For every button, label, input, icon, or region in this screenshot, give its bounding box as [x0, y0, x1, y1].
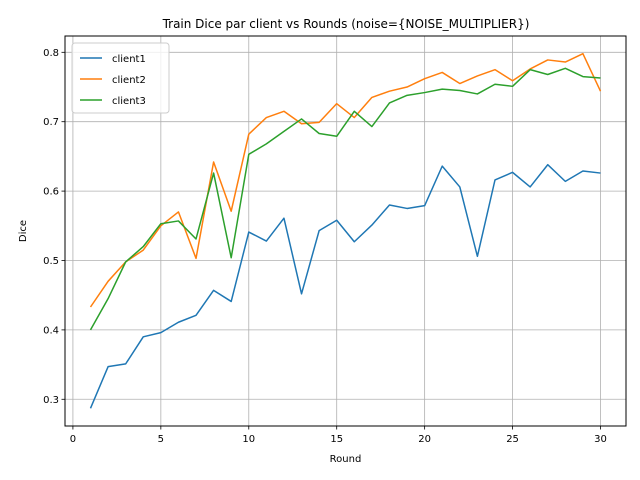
series-line-client1 — [89, 163, 601, 409]
y-tick-label-0: 0.3 — [43, 395, 59, 406]
y-tick-label-1: 0.4 — [43, 325, 59, 336]
legend-label-client3: client3 — [112, 96, 146, 107]
legend-box — [71, 42, 170, 114]
grid — [65, 36, 626, 426]
legend-label-client1: client1 — [112, 54, 146, 65]
y-tick-label-4: 0.7 — [43, 117, 59, 128]
axis-ticks: 0 5 10 15 20 25 30 0.3 0.4 0.5 0.6 0.7 0.8 — [43, 48, 607, 445]
series-line-client2 — [89, 52, 602, 308]
x-tick-label-1: 5 — [158, 434, 164, 445]
x-tick-label-3: 15 — [330, 434, 343, 445]
x-tick-label-4: 20 — [418, 434, 431, 445]
y-tick-label-5: 0.8 — [43, 48, 59, 59]
y-axis-label: Dice — [18, 220, 29, 242]
legend: client1 client2 client3 — [71, 42, 170, 114]
plot-frame — [64, 35, 627, 427]
legend-label-client2: client2 — [112, 75, 146, 86]
x-tick-label-5: 25 — [506, 434, 519, 445]
series-line-client3 — [89, 67, 601, 331]
x-tick-label-0: 0 — [70, 434, 76, 445]
y-tick-label-3: 0.6 — [43, 187, 59, 198]
x-tick-label-6: 30 — [594, 434, 607, 445]
y-tick-label-2: 0.5 — [43, 256, 59, 267]
series-lines — [89, 52, 602, 409]
x-tick-label-2: 10 — [242, 434, 255, 445]
x-axis-label: Round — [330, 454, 362, 465]
chart-title: Train Dice par client vs Rounds (noise={… — [162, 17, 530, 31]
